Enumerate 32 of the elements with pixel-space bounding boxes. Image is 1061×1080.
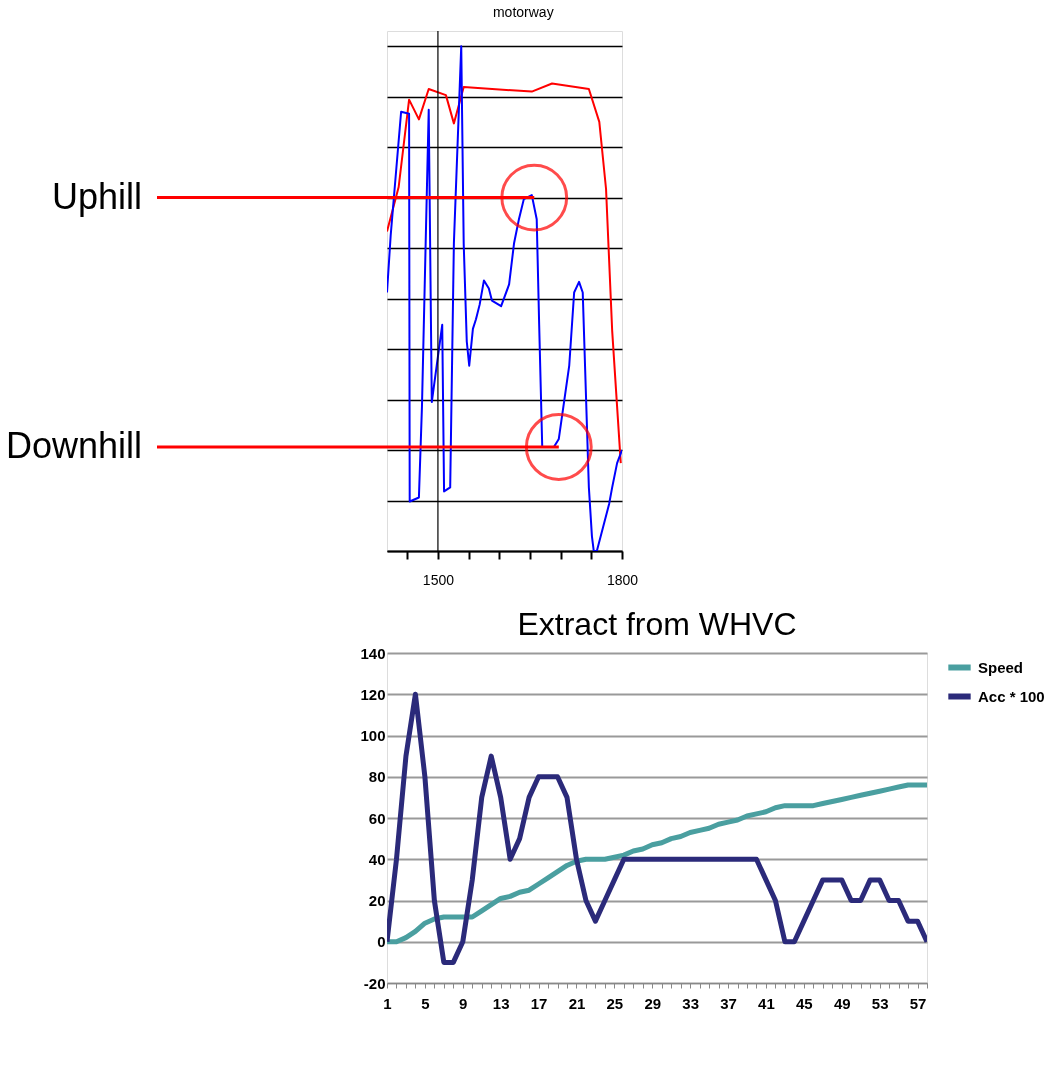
y-tick-label: 120	[360, 685, 386, 703]
text: motorway	[492, 4, 554, 20]
x-tick-label: 1500	[422, 571, 455, 588]
x-tick-label: 41	[758, 994, 775, 1012]
x-tick-label: 25	[606, 994, 624, 1012]
x-tick-label: 45	[796, 994, 813, 1012]
x-tick-label: 13	[492, 994, 510, 1012]
y-tick-label: 40	[368, 850, 386, 868]
x-tick-label: 57	[909, 994, 927, 1012]
chart-title: Extract from WHVC	[517, 606, 797, 642]
annotation: Uphill	[51, 175, 142, 217]
x-tick-label: 1800	[606, 571, 639, 588]
x-tick-label: 9	[459, 994, 468, 1012]
x-tick-label: 29	[644, 994, 662, 1012]
x-tick-label: 53	[871, 994, 889, 1012]
x-tick-label: 37	[720, 994, 737, 1012]
legend-label: Acc * 100	[978, 687, 1045, 705]
y-tick-label: -20	[363, 974, 386, 992]
x-tick-label: 33	[682, 994, 699, 1012]
x-tick-label: 21	[568, 994, 586, 1012]
x-tick-label: 17	[530, 994, 548, 1012]
x-tick-label: 49	[833, 994, 851, 1012]
y-tick-label: 20	[368, 892, 386, 909]
legend-label: Speed	[978, 658, 1024, 676]
y-tick-label: 60	[368, 809, 386, 827]
y-tick-label: 80	[368, 768, 386, 786]
y-tick-label: 0	[377, 933, 386, 951]
y-tick-label: 140	[360, 644, 386, 662]
annotation: Downhill	[5, 425, 142, 466]
x-tick-label: 1	[383, 994, 392, 1012]
x-tick-label: 5	[421, 994, 430, 1012]
y-tick-label: 100	[360, 727, 386, 744]
